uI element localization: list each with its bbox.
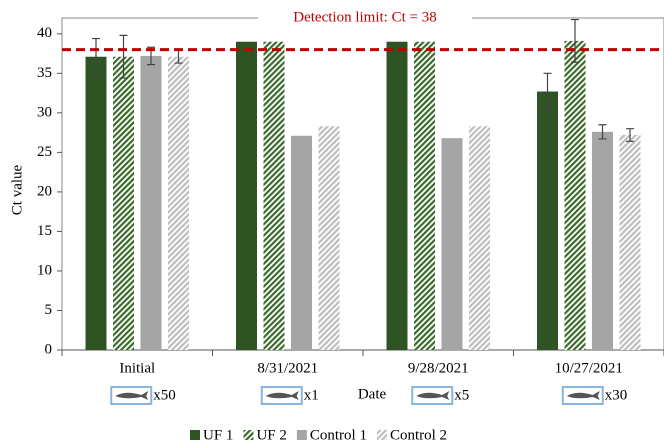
fish-icon xyxy=(115,391,149,400)
x-tick-label: Initial xyxy=(119,360,155,376)
bar xyxy=(318,126,340,351)
bar xyxy=(263,41,285,350)
bar xyxy=(441,138,463,350)
y-tick-label: 25 xyxy=(37,144,52,160)
error-bar xyxy=(598,124,607,140)
fish-count: x5 xyxy=(454,387,469,403)
bar xyxy=(592,131,613,350)
bar xyxy=(414,41,435,350)
x-tick-label: 10/27/2021 xyxy=(555,360,623,376)
fish-icon xyxy=(265,391,299,400)
bar xyxy=(564,40,586,351)
y-tick-label: 20 xyxy=(37,183,52,199)
fish-icon xyxy=(566,391,600,400)
y-tick-label: 0 xyxy=(45,341,53,357)
bar xyxy=(537,91,558,350)
legend-swatch xyxy=(243,430,254,440)
error-bar xyxy=(543,72,552,111)
bar xyxy=(469,126,490,351)
x-tick-label: 9/28/2021 xyxy=(408,360,469,376)
legend-swatch xyxy=(190,430,200,440)
y-axis-label: Ct value xyxy=(9,164,25,215)
annotation-bg xyxy=(258,9,472,27)
legend-label: UF 1 xyxy=(203,427,233,442)
fish-count: x1 xyxy=(304,387,319,403)
bar xyxy=(140,55,162,350)
legend-label: Control 2 xyxy=(390,427,447,442)
y-tick-label: 5 xyxy=(45,302,53,318)
bar xyxy=(85,56,107,350)
bar xyxy=(168,56,189,350)
bar xyxy=(619,134,641,350)
y-tick-label: 35 xyxy=(37,65,52,81)
error-bar xyxy=(626,128,634,142)
fish-icon xyxy=(416,391,450,400)
y-tick-label: 30 xyxy=(37,104,52,120)
y-tick-label: 10 xyxy=(37,262,52,278)
bar xyxy=(291,135,312,350)
bar xyxy=(113,56,134,350)
legend-swatch xyxy=(376,430,387,440)
fish-count: x30 xyxy=(605,387,628,403)
legend-label: UF 2 xyxy=(256,427,286,442)
legend-swatch xyxy=(296,430,307,440)
bar xyxy=(386,41,408,350)
y-tick-label: 15 xyxy=(37,223,52,239)
legend-label: Control 1 xyxy=(310,427,367,442)
fish-count: x50 xyxy=(153,387,176,403)
annotation: Detection limit: Ct = 38 xyxy=(293,9,436,25)
error-bar xyxy=(92,37,100,76)
error-bar xyxy=(571,18,579,63)
bar xyxy=(236,41,257,350)
x-tick-label: 8/31/2021 xyxy=(257,360,318,376)
y-tick-label: 40 xyxy=(37,25,52,41)
error-bar xyxy=(119,34,128,79)
x-axis-label: Date xyxy=(358,386,387,402)
